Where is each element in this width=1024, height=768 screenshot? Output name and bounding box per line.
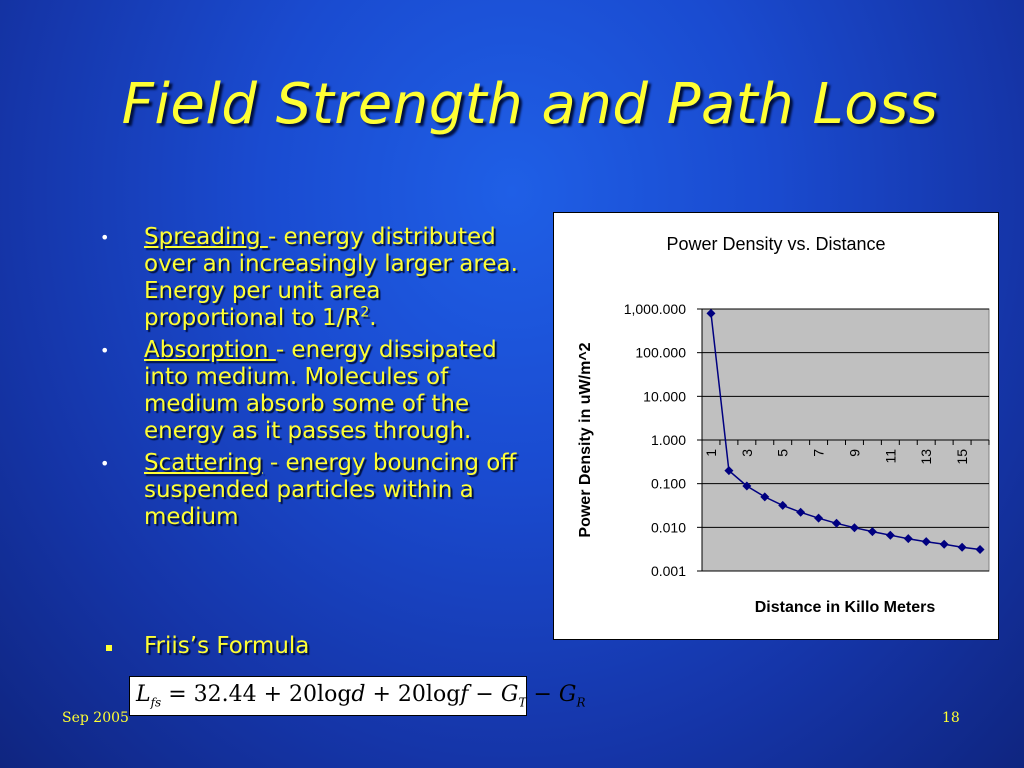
y-tick-label: 10.000 — [643, 388, 686, 404]
data-point — [849, 523, 859, 533]
data-point — [957, 542, 967, 552]
y-tick-label: 1.000 — [651, 432, 686, 448]
power-density-chart: 1,000.000 100.000 10.000 1.000 0.100 0.010 0.0… — [577, 234, 990, 616]
y-axis-label: Power Density in uW/m^2 — [577, 342, 594, 537]
data-point — [814, 513, 824, 523]
bullet-absorption: • Absorption - energy dissipated into me… — [100, 337, 520, 445]
data-point — [724, 466, 734, 476]
bullet-dot-icon: • — [100, 341, 110, 360]
data-point — [778, 500, 788, 510]
square-bullet-icon — [106, 645, 112, 651]
bullet-text: - energy bouncing off suspended particle… — [144, 450, 517, 530]
data-point — [885, 530, 895, 540]
x-tick-label: 1 — [703, 449, 719, 457]
y-tick-label: 1,000.000 — [624, 301, 686, 317]
slide-title: Field Strength and Path Loss — [121, 72, 939, 137]
y-tick-label: 100.000 — [635, 345, 686, 361]
bullet-spreading: • Spreading - energy distributed over an… — [100, 224, 520, 332]
friis-label: Friis’s Formula — [144, 633, 310, 659]
bullet-term: Spreading — [144, 224, 268, 250]
data-point — [867, 527, 877, 537]
data-point — [903, 534, 913, 544]
bullet-superscript: 2 — [360, 304, 370, 321]
friis-bullet: Friis’s Formula — [100, 633, 309, 659]
x-tick-label: 7 — [811, 449, 827, 457]
bullet-term: Absorption — [144, 337, 276, 363]
bullet-scattering: • Scattering - energy bouncing off suspe… — [100, 450, 520, 531]
bullet-list: • Spreading - energy distributed over an… — [100, 224, 520, 536]
data-point — [742, 481, 752, 491]
x-axis-label: Distance in Killo Meters — [755, 599, 936, 616]
y-tick-label: 0.001 — [651, 563, 686, 579]
x-tick-label: 11 — [882, 449, 898, 464]
bullet-tail: . — [369, 305, 377, 331]
x-tick-label: 15 — [954, 449, 970, 465]
data-point — [706, 308, 716, 318]
x-tick-label: 9 — [846, 449, 862, 457]
data-point — [796, 507, 806, 517]
data-point — [939, 539, 949, 549]
y-tick-label: 0.100 — [651, 476, 686, 492]
data-point — [832, 518, 842, 528]
data-point — [760, 492, 770, 502]
bullet-text: - energy distributed over an increasingl… — [144, 224, 518, 331]
bullet-dot-icon: • — [100, 228, 110, 247]
data-point — [975, 545, 985, 555]
bullet-term: Scattering — [144, 450, 263, 476]
footer-date: Sep 2005 — [62, 710, 129, 726]
chart-frame: 1,000.000 100.000 10.000 1.000 0.100 0.010 0.0… — [553, 212, 999, 640]
x-tick-label: 3 — [739, 449, 755, 457]
friis-formula: Lfs = 32.44 + 20logd + 20logf − GT − GR — [129, 676, 586, 716]
data-point — [921, 537, 931, 547]
bullet-dot-icon: • — [100, 454, 110, 473]
series-line — [710, 313, 981, 551]
x-tick-label: 13 — [918, 449, 934, 465]
formula-text: Lfs = 32.44 + 20logd + 20logf − GT − GR — [136, 682, 586, 710]
page-number: 18 — [942, 710, 960, 726]
chart-title: Power Density vs. Distance — [666, 234, 885, 254]
y-tick-label: 0.010 — [651, 519, 686, 535]
bullet-text: - energy dissipated into medium. Molecul… — [144, 337, 497, 444]
x-tick-label: 5 — [775, 449, 791, 457]
